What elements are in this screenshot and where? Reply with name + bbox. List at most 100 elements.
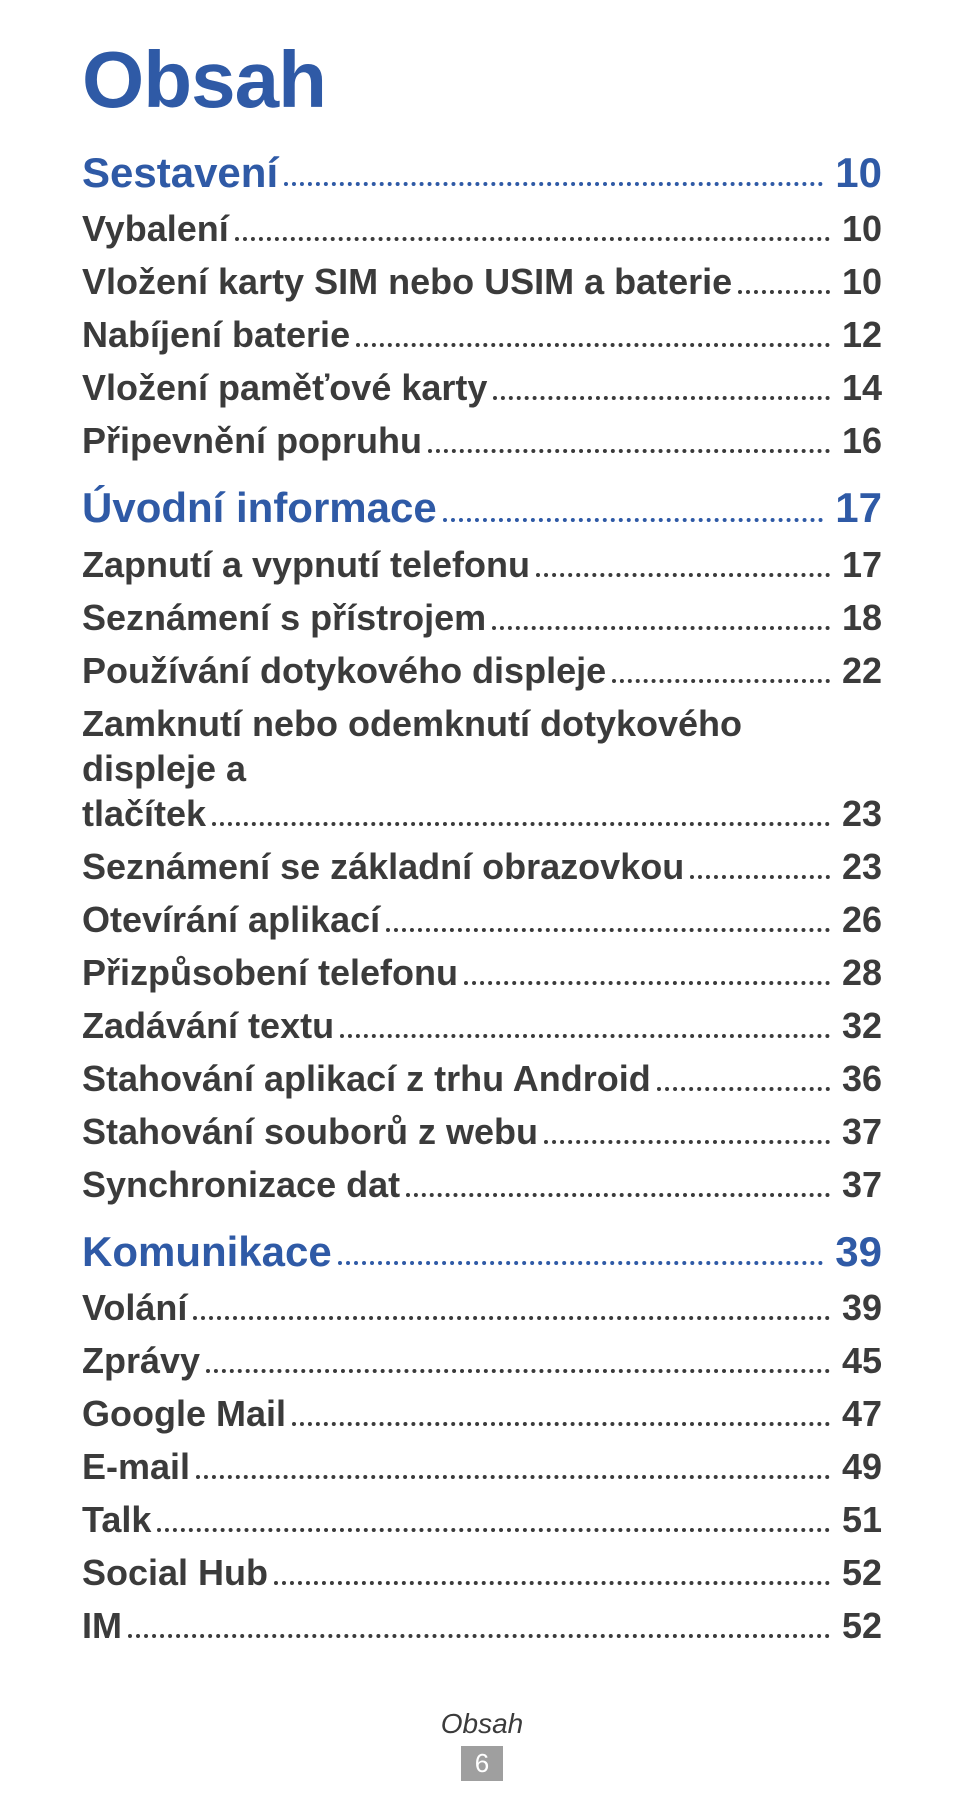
toc-item-label: Seznámení s přístrojem: [82, 595, 486, 640]
footer-section-label: Obsah: [82, 1708, 882, 1740]
toc-item-row[interactable]: Vybalení 10: [82, 206, 882, 251]
toc-item-row[interactable]: Seznámení s přístrojem 18: [82, 595, 882, 640]
toc-item-row[interactable]: Používání dotykového displeje22: [82, 648, 882, 693]
toc-section-label: Úvodní informace: [82, 483, 437, 533]
toc-item-row[interactable]: Stahování aplikací z trhu Android 36: [82, 1056, 882, 1101]
toc-item-page: 12: [838, 312, 882, 357]
toc-item-label: Stahování souborů z webu: [82, 1109, 538, 1154]
toc-item-row[interactable]: Zprávy45: [82, 1338, 882, 1383]
leader-dots: [464, 981, 830, 985]
toc-item-label: Nabíjení baterie: [82, 312, 350, 357]
toc-item-page: 28: [838, 950, 882, 995]
toc-item-page: 18: [838, 595, 882, 640]
leader-dots: [493, 396, 830, 400]
toc-section-page: 17: [831, 483, 882, 533]
toc-item-label: Vybalení: [82, 206, 229, 251]
toc-item-row[interactable]: Social Hub 52: [82, 1550, 882, 1595]
leader-dots: [196, 1475, 830, 1479]
toc-item-label: IM: [82, 1603, 122, 1648]
leader-dots: [657, 1087, 830, 1091]
leader-dots: [386, 928, 830, 932]
leader-dots: [406, 1193, 830, 1197]
toc-item-row[interactable]: Vložení paměťové karty14: [82, 365, 882, 410]
toc-item-label: Otevírání aplikací: [82, 897, 380, 942]
toc-item-label: Talk: [82, 1497, 151, 1542]
toc-item-label: E-mail: [82, 1444, 190, 1489]
toc-item-row[interactable]: Nabíjení baterie 12: [82, 312, 882, 357]
toc-item-page: 23: [838, 791, 882, 836]
toc-item-row[interactable]: Zamknutí nebo odemknutí dotykového displ…: [82, 701, 882, 836]
leader-dots: [274, 1581, 830, 1585]
leader-dots: [128, 1634, 830, 1638]
toc-item-page: 23: [838, 844, 882, 889]
toc-item-page: 36: [838, 1056, 882, 1101]
toc-item-row[interactable]: Přizpůsobení telefonu 28: [82, 950, 882, 995]
leader-dots: [206, 1369, 830, 1373]
toc-item-label: Google Mail: [82, 1391, 286, 1436]
toc-item-label: Synchronizace dat: [82, 1162, 400, 1207]
leader-dots: [443, 518, 824, 522]
toc-item-label: Stahování aplikací z trhu Android: [82, 1056, 651, 1101]
footer-page-number: 6: [461, 1746, 503, 1781]
toc-item-page: 52: [838, 1603, 882, 1648]
toc-item-page: 10: [838, 259, 882, 304]
leader-dots: [738, 290, 830, 294]
toc-section-row[interactable]: Komunikace 39: [82, 1227, 882, 1277]
toc-item-row[interactable]: Volání39: [82, 1285, 882, 1330]
toc-item-page: 32: [838, 1003, 882, 1048]
toc-item-row[interactable]: Seznámení se základní obrazovkou 23: [82, 844, 882, 889]
toc-item-label: Zadávání textu: [82, 1003, 334, 1048]
toc-item-label: Používání dotykového displeje: [82, 648, 606, 693]
toc-section-row[interactable]: Úvodní informace 17: [82, 483, 882, 533]
toc-page: Obsah Sestavení10Vybalení10Vložení karty…: [0, 0, 960, 1811]
leader-dots: [536, 573, 830, 577]
leader-dots: [212, 822, 830, 826]
toc-item-page: 37: [838, 1109, 882, 1154]
toc-item-page: 45: [838, 1338, 882, 1383]
toc-item-label: Social Hub: [82, 1550, 268, 1595]
toc-item-label: Vložení karty SIM nebo USIM a baterie: [82, 259, 732, 304]
toc-section-page: 39: [831, 1227, 882, 1277]
leader-dots: [492, 626, 830, 630]
toc-item-row[interactable]: Talk51: [82, 1497, 882, 1542]
toc-item-row[interactable]: Vložení karty SIM nebo USIM a baterie 10: [82, 259, 882, 304]
toc-item-row[interactable]: IM 52: [82, 1603, 882, 1648]
leader-dots: [284, 182, 823, 186]
toc-item-row[interactable]: Zadávání textu 32: [82, 1003, 882, 1048]
toc-item-label: Přizpůsobení telefonu: [82, 950, 458, 995]
toc-section-label: Sestavení: [82, 148, 278, 198]
leader-dots: [544, 1140, 830, 1144]
toc-item-row[interactable]: Synchronizace dat 37: [82, 1162, 882, 1207]
toc-item-page: 39: [838, 1285, 882, 1330]
toc-item-row[interactable]: Připevnění popruhu 16: [82, 418, 882, 463]
toc-item-page: 16: [838, 418, 882, 463]
toc-item-label: Připevnění popruhu: [82, 418, 422, 463]
toc-item-row[interactable]: Otevírání aplikací 26: [82, 897, 882, 942]
toc-section-page: 10: [831, 148, 882, 198]
toc-item-row[interactable]: Zapnutí a vypnutí telefonu17: [82, 542, 882, 587]
toc-item-page: 37: [838, 1162, 882, 1207]
toc-container: Sestavení10Vybalení10Vložení karty SIM n…: [82, 148, 882, 1648]
toc-item-page: 47: [838, 1391, 882, 1436]
leader-dots: [612, 679, 830, 683]
toc-item-page: 26: [838, 897, 882, 942]
leader-dots: [428, 449, 830, 453]
page-title: Obsah: [82, 40, 882, 120]
leader-dots: [193, 1316, 830, 1320]
leader-dots: [157, 1528, 830, 1532]
toc-section-label: Komunikace: [82, 1227, 332, 1277]
leader-dots: [235, 237, 830, 241]
toc-item-page: 49: [838, 1444, 882, 1489]
toc-section-row[interactable]: Sestavení 10: [82, 148, 882, 198]
toc-item-row[interactable]: Stahování souborů z webu 37: [82, 1109, 882, 1154]
leader-dots: [292, 1422, 830, 1426]
toc-item-row[interactable]: E-mail 49: [82, 1444, 882, 1489]
toc-item-page: 10: [838, 206, 882, 251]
toc-item-page: 14: [838, 365, 882, 410]
leader-dots: [690, 875, 830, 879]
page-footer: Obsah 6: [82, 1708, 882, 1781]
toc-item-page: 17: [838, 542, 882, 587]
toc-item-label: Seznámení se základní obrazovkou: [82, 844, 684, 889]
toc-item-row[interactable]: Google Mail 47: [82, 1391, 882, 1436]
toc-item-page: 52: [838, 1550, 882, 1595]
